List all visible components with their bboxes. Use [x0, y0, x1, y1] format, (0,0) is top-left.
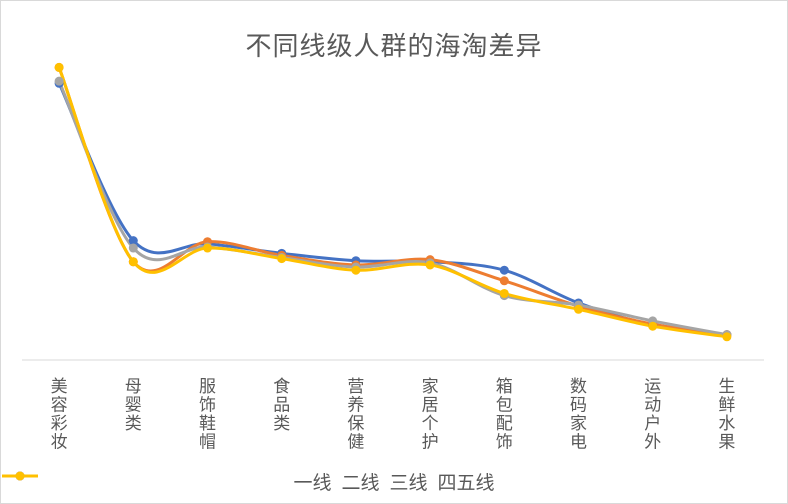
data-point-series-4	[277, 254, 287, 264]
data-point-series-1	[128, 236, 138, 246]
x-tick-label: 食品类	[273, 377, 290, 434]
legend: 一线 二线 三线 四五线	[0, 466, 788, 496]
legend-label: 二线	[341, 471, 380, 494]
data-point-series-4	[54, 62, 64, 72]
data-point-series-3	[128, 243, 138, 253]
legend-label: 三线	[389, 471, 428, 494]
data-point-series-4	[574, 304, 583, 314]
legend-label: 一线	[293, 471, 332, 494]
data-point-series-4	[203, 243, 212, 253]
data-point-series-4	[351, 265, 361, 275]
x-tick-label: 数码家电	[570, 377, 587, 453]
series-line-3	[57, 79, 729, 337]
data-point-series-4	[425, 260, 435, 270]
series-line-1	[57, 81, 729, 337]
x-tick-label: 母婴类	[125, 377, 142, 434]
x-tick-label: 美容彩妆	[51, 377, 68, 453]
data-point-series-4	[499, 288, 509, 298]
series-line-2	[57, 65, 729, 337]
x-tick-label: 运动户外	[644, 377, 661, 453]
legend-swatch	[2, 471, 38, 481]
legend-item-2: 二线	[2, 468, 380, 495]
data-point-series-1	[499, 265, 509, 275]
data-point-series-3	[54, 76, 64, 86]
x-tick-label: 家居个护	[422, 377, 439, 453]
data-point-series-2	[499, 276, 509, 286]
legend-label: 四五线	[437, 471, 495, 494]
legend-item-1: 一线	[2, 468, 332, 495]
legend-item-4: 四五线	[2, 468, 495, 495]
x-tick-label: 箱包配饰	[496, 377, 513, 453]
x-tick-label: 生鲜水果	[718, 377, 735, 453]
x-tick-label: 营养保健	[347, 377, 364, 453]
series-line-4	[57, 65, 729, 339]
data-point-series-4	[128, 257, 138, 267]
x-tick-label: 服饰鞋帽	[199, 377, 216, 453]
legend-item-3: 三线	[2, 468, 428, 495]
data-point-series-4	[722, 332, 732, 342]
chart-title: 不同线级人群的海淘差异	[245, 32, 543, 62]
data-point-series-4	[648, 321, 658, 331]
